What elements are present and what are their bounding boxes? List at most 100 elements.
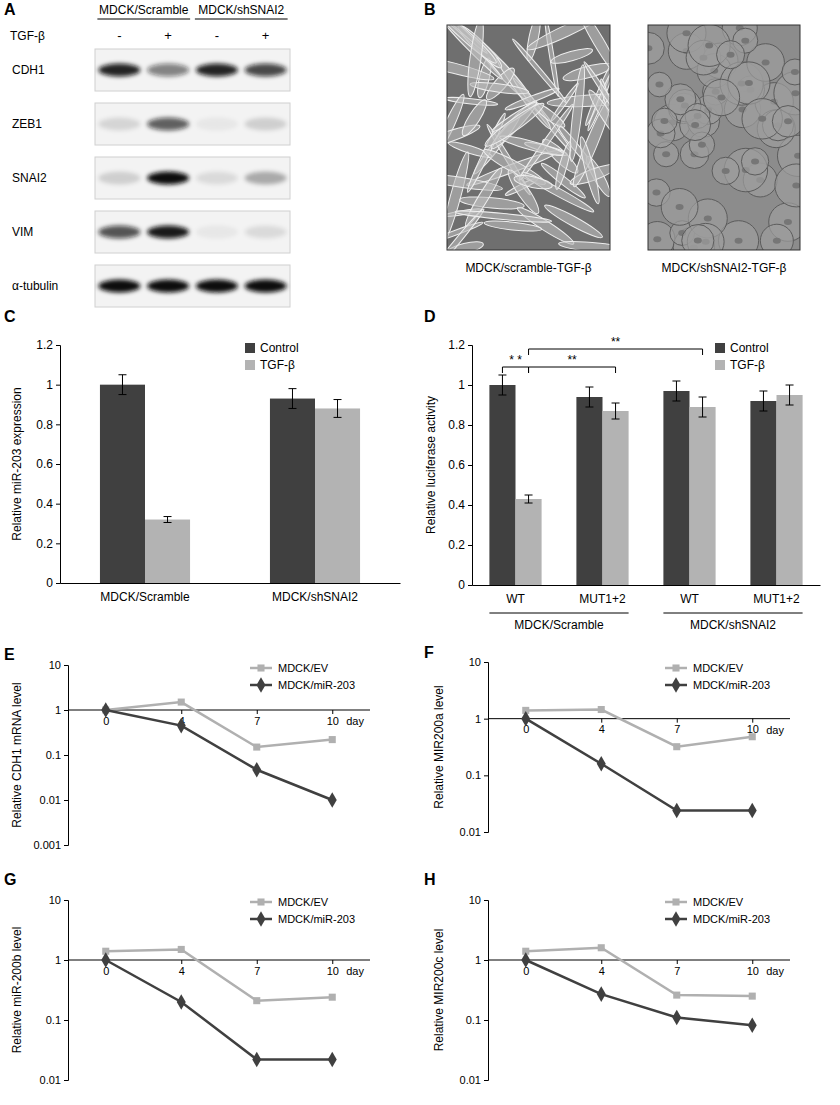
x-tick-label: MUT1+2 (579, 592, 626, 606)
marker (101, 702, 110, 718)
x-tick-label: MDCK/shSNAI2 (272, 590, 358, 604)
y-tick-label: 0.6 (36, 457, 53, 471)
error-bar-cap (164, 516, 172, 517)
y-tick-label: 0.1 (46, 1014, 61, 1026)
y-tick-mark (56, 464, 60, 465)
y-tick-mark (56, 543, 60, 544)
x-tick-mark (332, 960, 333, 964)
series-line (106, 710, 333, 800)
axis: 0.0010.010.1110 (33, 659, 68, 851)
x-tick-mark (257, 710, 258, 714)
y-tick-label: 0.01 (40, 1074, 61, 1086)
cell (459, 195, 525, 211)
y-tick-label: 1 (475, 954, 481, 966)
y-axis-title: Relative MIR200c level (432, 929, 446, 1052)
error-bar (786, 385, 794, 405)
nucleus (741, 38, 749, 44)
band (196, 172, 238, 185)
legend-marker (257, 677, 266, 693)
marker (253, 744, 260, 751)
y-tick: 0.01 (460, 826, 488, 838)
bar (663, 391, 689, 585)
lane-label: - (117, 28, 121, 43)
x-tick: MDCK/shSNAI2 (272, 583, 358, 604)
y-tick-mark (468, 465, 472, 466)
x-tick: 10 (747, 960, 759, 977)
nucleus (698, 142, 706, 148)
blot-strip (95, 103, 290, 145)
lane-label: - (215, 28, 219, 43)
error-bar-cap (288, 388, 296, 389)
legend-marker (672, 911, 681, 927)
micrograph (447, 25, 610, 250)
legend-label: MDCK/EV (693, 896, 744, 908)
plot-area (100, 375, 360, 583)
legend-label: MDCK/miR-203 (693, 913, 770, 925)
marker (328, 792, 337, 808)
cell (741, 148, 768, 175)
x-tick-label: WT (680, 592, 699, 606)
panel-label: A (4, 1, 16, 18)
y-tick-mark (64, 1080, 68, 1081)
legend-swatch (715, 343, 725, 353)
cell (558, 239, 610, 250)
y-tick: 1 (475, 713, 488, 725)
cell (542, 201, 604, 241)
error-bar-cap (164, 522, 172, 523)
y-tick-mark (484, 1020, 488, 1021)
error-bar-stem (702, 397, 703, 417)
legend-swatch (715, 360, 725, 370)
y-tick-label: 0.2 (448, 538, 465, 552)
bar (516, 499, 542, 585)
band (147, 118, 189, 131)
error-bar-stem (502, 375, 503, 395)
y-tick: 0.1 (466, 1014, 488, 1026)
legend: ControlTGF-β (715, 341, 769, 372)
legend: ControlTGF-β (245, 341, 299, 372)
x-tick-label: 10 (327, 715, 339, 727)
error-bar-cap (288, 408, 296, 409)
x-tick: 10 (327, 710, 339, 727)
series-line (526, 948, 753, 996)
group-label: MDCK/Scramble (514, 618, 604, 632)
marker (253, 997, 260, 1004)
error-bar-cap (525, 495, 533, 496)
bar (603, 411, 629, 585)
cell (712, 157, 739, 184)
y-tick-label: 0.4 (36, 497, 53, 511)
marker (178, 699, 185, 706)
legend-marker (672, 677, 681, 693)
y-tick-label: 10 (49, 894, 61, 906)
treatment-label: TGF-β (10, 29, 45, 43)
axis: 0.010.1110 (460, 894, 489, 1086)
error-bar-cap (585, 407, 593, 408)
plot-area (521, 706, 756, 818)
error-bar (699, 397, 707, 417)
significance-label: * * (509, 353, 522, 367)
panel-label: F (424, 644, 434, 661)
cell (482, 99, 547, 150)
nucleus (735, 238, 743, 244)
error-bar (612, 403, 620, 419)
y-tick: 10 (469, 894, 488, 906)
axis: 00.20.40.60.811.2 (448, 338, 472, 592)
bracket-line (529, 349, 703, 355)
marker (598, 706, 605, 713)
significance-bracket: ** (529, 335, 703, 355)
y-tick-label: 0.1 (466, 1014, 481, 1026)
y-tick-label: 0.4 (448, 498, 465, 512)
y-tick: 0.1 (46, 1014, 68, 1026)
micrographs: MDCK/scramble-TGF-βMDCK/shSNAI2-TGF-β (412, 0, 819, 279)
band (98, 118, 140, 131)
nucleus (751, 158, 759, 164)
error-bar-cap (759, 411, 767, 412)
y-tick-mark (484, 960, 488, 961)
nucleus (704, 215, 712, 221)
y-tick-mark (64, 665, 68, 666)
y-tick: 0 (458, 578, 472, 592)
nucleus (758, 116, 766, 122)
cell (648, 72, 672, 97)
band (147, 280, 189, 293)
y-tick-label: 0 (46, 576, 53, 590)
axis: 0.010.1110 (40, 894, 69, 1086)
